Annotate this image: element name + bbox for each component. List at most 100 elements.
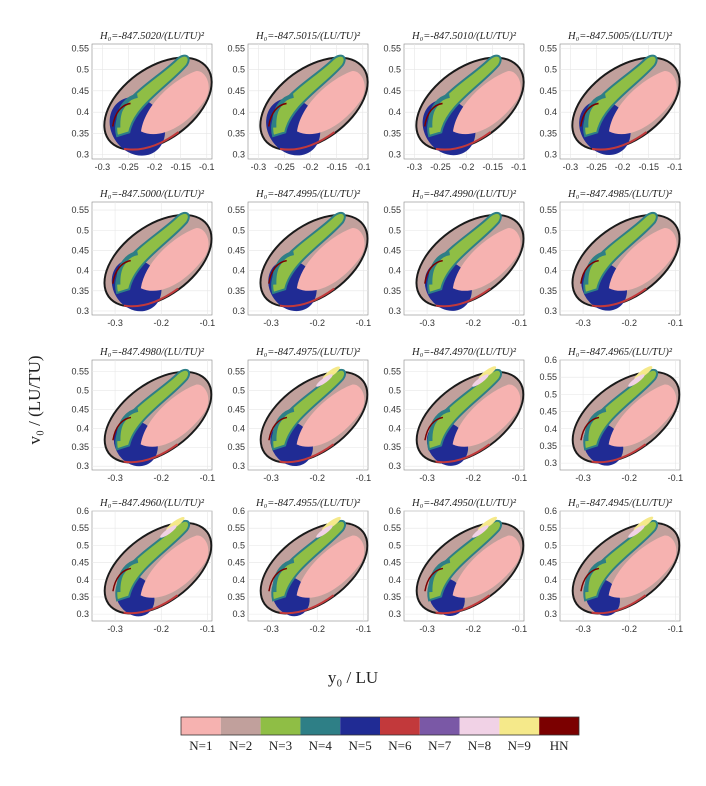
region-n6 (591, 443, 647, 464)
region-n1 (608, 384, 677, 447)
x-tick-label: -0.3 (575, 318, 591, 328)
y-tick-label: 0.55 (71, 205, 89, 215)
region-hn (111, 102, 131, 127)
x-tick-label: -0.1 (668, 318, 684, 328)
region-n6 (435, 443, 491, 464)
region-n8 (160, 525, 177, 538)
legend-label: N=8 (468, 738, 491, 753)
y-tick-label: 0.3 (76, 306, 89, 316)
y-tick-label: 0.45 (227, 404, 245, 414)
y-tick-label: 0.4 (76, 107, 89, 117)
legend-swatch-n8 (459, 717, 500, 735)
y-tick-label: 0.4 (544, 424, 557, 434)
basin-map (415, 54, 525, 156)
y-tick-label: 0.55 (383, 43, 401, 53)
region-hn (579, 102, 599, 127)
y-tick-label: 0.3 (388, 150, 401, 160)
region-n6 (123, 443, 179, 464)
x-tick-label: -0.25 (430, 162, 451, 172)
legend-label: N=7 (428, 738, 452, 753)
panel-5: H₀=-847.5000/(LU/TU)² -0.3 -0.2 -0.1 0.3 0.35… (71, 189, 215, 328)
y-tick-label: 0.5 (76, 385, 89, 395)
region-hn (423, 102, 443, 127)
region-n4 (116, 93, 138, 128)
x-tick-label: -0.3 (575, 473, 591, 483)
y-tick-label: 0.5 (232, 65, 245, 75)
panels-grid: H₀=-847.5020/(LU/TU)²-0.3 -0.25 -0.2 -0.15-… (71, 31, 684, 634)
x-axis-label: y₀ / LU (328, 668, 378, 687)
y-tick-label: 0.3 (388, 306, 401, 316)
y-tick-label: 0.4 (76, 423, 89, 433)
y-tick-label: 0.45 (71, 404, 89, 414)
y-tick-label: 0.45 (227, 558, 245, 568)
x-tick-label: -0.1 (512, 624, 528, 634)
y-tick-label: 0.35 (383, 442, 401, 452)
region-n6 (123, 287, 179, 308)
y-tick-label: 0.55 (71, 43, 89, 53)
y-tick-label: 0.35 (71, 442, 89, 452)
y-tick-label: 0.3 (544, 306, 557, 316)
y-tick-label: 0.4 (388, 575, 401, 585)
y-tick-label: 0.5 (544, 540, 557, 550)
panel-title: H₀=-847.5020/(LU/TU)² (99, 31, 205, 42)
legend-label: N=2 (229, 738, 252, 753)
y-tick-label: 0.55 (383, 366, 401, 376)
y-tick-label: 0.5 (232, 385, 245, 395)
basin-map (103, 54, 213, 156)
region-n1 (296, 228, 365, 291)
y-tick-label: 0.55 (227, 366, 245, 376)
legend-swatch-n9 (499, 717, 540, 735)
panel-title: H₀=-847.4955/(LU/TU)² (255, 498, 361, 509)
x-tick-label: -0.3 (107, 624, 123, 634)
x-tick-label: -0.15 (482, 162, 503, 172)
y-tick-label: 0.3 (232, 609, 245, 619)
region-n4 (584, 408, 607, 442)
region-n8 (628, 374, 645, 387)
basin-map (415, 211, 525, 311)
y-tick-label: 0.35 (383, 286, 401, 296)
colorbar-legend: N=1 N=2 N=3 N=4 N=5 N=6 N=7 N=8 N=9 HN (180, 716, 580, 753)
panel-title: H₀=-847.5005/(LU/TU)² (567, 31, 673, 42)
y-tick-label: 0.5 (76, 540, 89, 550)
region-n1 (452, 384, 521, 447)
y-tick-label: 0.3 (76, 461, 89, 471)
y-tick-label: 0.4 (232, 423, 245, 433)
x-tick-label: -0.1 (200, 473, 216, 483)
region-n6 (591, 287, 647, 308)
y-tick-label: 0.4 (232, 107, 245, 117)
region-n6 (591, 594, 647, 615)
panel-title: H₀=-847.5000/(LU/TU)² (99, 189, 205, 200)
panel-3: H₀=-847.5010/(LU/TU)² -0.3 -0.25 -0.2 -0.15-… (383, 31, 526, 172)
panel-9: H₀=-847.4980/(LU/TU)² -0.3 -0.2 -0.1 0.3 0.35… (71, 347, 216, 483)
region-n8 (316, 525, 333, 538)
x-tick-label: -0.2 (621, 473, 637, 483)
panel-14: H₀=-847.4955/(LU/TU)² -0.3 -0.2 -0.1 0.3 0.35… (227, 498, 371, 634)
region-hn (112, 416, 132, 441)
y-tick-label: 0.4 (544, 266, 557, 276)
y-tick-label: 0.35 (539, 441, 557, 451)
x-tick-label: -0.1 (355, 162, 371, 172)
region-n1 (296, 384, 365, 447)
region-n1 (296, 71, 365, 135)
region-hn (267, 102, 287, 127)
colorbar-frame (180, 716, 580, 736)
y-tick-label: 0.55 (539, 372, 557, 382)
x-tick-label: -0.2 (459, 162, 475, 172)
panel-7: H₀=-847.4990/(LU/TU)² -0.3 -0.2 -0.1 0.3 0.35… (383, 189, 527, 328)
x-tick-label: -0.1 (668, 473, 684, 483)
y-tick-label: 0.6 (544, 506, 557, 516)
region-n4 (116, 559, 139, 593)
x-tick-label: -0.2 (153, 473, 169, 483)
y-tick-label: 0.55 (227, 43, 245, 53)
region-n6 (279, 594, 335, 615)
region-hn (268, 567, 288, 592)
y-tick-label: 0.55 (71, 366, 89, 376)
y-tick-label: 0.45 (539, 558, 557, 568)
x-tick-label: -0.3 (563, 162, 579, 172)
region-n4 (428, 251, 451, 285)
panel-title: H₀=-847.4950/(LU/TU)² (411, 498, 517, 509)
basin-map (571, 211, 681, 311)
y-tick-label: 0.4 (388, 266, 401, 276)
basin-map (103, 517, 213, 617)
legend-label: HN (550, 738, 569, 753)
